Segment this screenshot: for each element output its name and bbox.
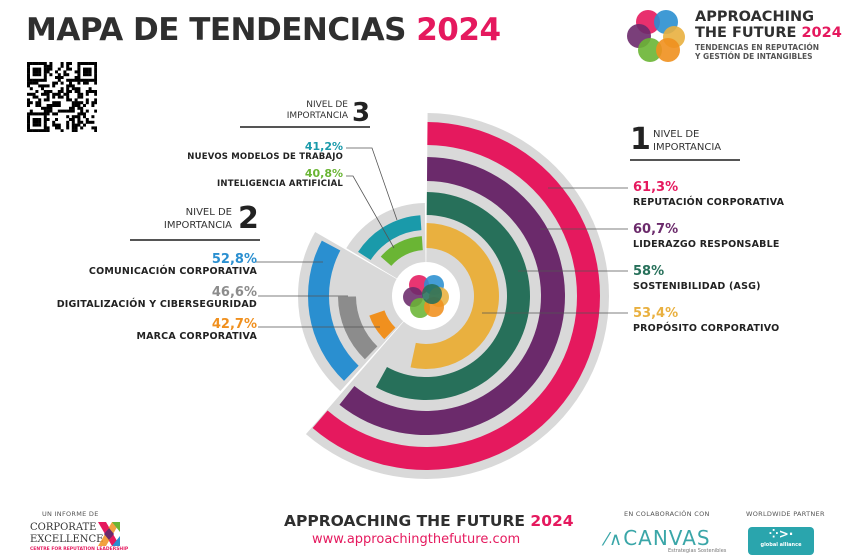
trend-label: INTELIGENCIA ARTIFICIAL (217, 179, 343, 189)
brand-logo (622, 6, 692, 66)
trend-value: 53,4% (633, 306, 679, 321)
trend-value: 61,3% (633, 180, 679, 195)
ring-level3-1 (380, 236, 423, 266)
ring-level2-0 (308, 240, 359, 381)
ring-1 (339, 157, 565, 436)
brand-name: APPROACHING THE FUTURE 2024 TENDENCIAS E… (695, 9, 842, 61)
leader-line (346, 175, 395, 249)
qr-code[interactable] (27, 62, 97, 132)
trend-value: 60,7% (633, 222, 679, 237)
trend-label: PROPÓSITO CORPORATIVO (633, 323, 780, 334)
ring-0 (312, 122, 600, 470)
trend-value: 42,7% (211, 317, 257, 332)
trend-value: 46,6% (211, 285, 257, 300)
report-by-label: UN INFORME DE (42, 510, 99, 518)
ring-level2-1 (338, 296, 378, 360)
circles-logo-icon (627, 10, 685, 62)
website-link[interactable]: www.approachingthefuture.com (312, 532, 521, 547)
trend-value: 58% (633, 264, 665, 279)
canvas-subtitle: Estrategias Sostenibles (668, 548, 727, 554)
divider (240, 126, 370, 128)
level-1-number: 1 (630, 122, 651, 157)
corporate-excellence-icon (98, 522, 120, 546)
level-2-label: NIVEL DE IMPORTANCIA (163, 207, 232, 231)
center-logo-circle (422, 284, 442, 304)
level-3-number: 3 (352, 98, 371, 128)
global-alliance-logo[interactable]: ⁘>· global alliance (748, 527, 814, 555)
trend-label: MARCA CORPORATIVA (136, 331, 257, 342)
level-3-label: NIVEL DE IMPORTANCIA (286, 100, 348, 121)
corporate-excellence-logo[interactable]: CORPORATE EXCELLENCE CENTRE FOR REPUTATIO… (30, 522, 129, 552)
trend-label: SOSTENIBILIDAD (ASG) (633, 281, 761, 292)
collab-label: EN COLABORACIÓN CON (624, 510, 710, 518)
ring-3 (410, 223, 499, 369)
trend-label: COMUNICACIÓN CORPORATIVA (88, 266, 257, 277)
page-title: MAPA DE TENDENCIAS 2024 (26, 12, 501, 48)
partner-label: WORLDWIDE PARTNER (746, 510, 825, 518)
trend-value: 41,2% (304, 140, 343, 153)
trend-value: 40,8% (304, 167, 343, 180)
trend-label: DIGITALIZACIÓN Y CIBERSEGURIDAD (56, 299, 257, 310)
level-1-label: NIVEL DE IMPORTANCIA (653, 129, 722, 153)
leader-line (346, 147, 398, 221)
divider (130, 239, 260, 241)
trend-label: NUEVOS MODELOS DE TRABAJO (187, 152, 343, 162)
trend-value: 52,8% (211, 252, 257, 267)
ring-level2-2 (369, 310, 396, 340)
ring-level3-0 (358, 215, 422, 261)
canvas-logo[interactable]: ⁄∧CANVAS (605, 526, 711, 550)
divider (630, 159, 740, 161)
level-2-number: 2 (238, 201, 259, 236)
footer-title: APPROACHING THE FUTURE 2024 (284, 512, 574, 530)
trend-label: LIDERAZGO RESPONSABLE (633, 239, 780, 250)
trend-label: REPUTACIÓN CORPORATIVA (633, 197, 785, 208)
ring-2 (375, 192, 530, 401)
